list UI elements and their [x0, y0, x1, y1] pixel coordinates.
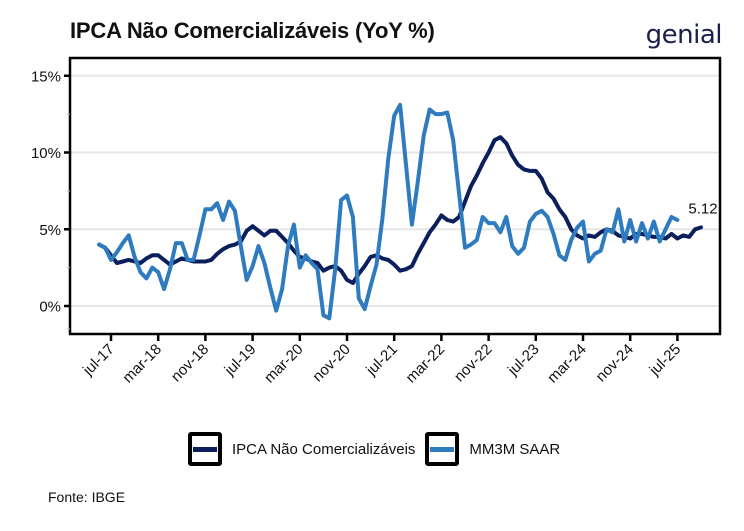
- x-tick-label: jul-21: [362, 341, 401, 380]
- last-value-label: 5.12: [688, 200, 717, 217]
- y-tick-label: 10%: [31, 145, 61, 162]
- x-tick-label: mar-24: [544, 341, 590, 387]
- legend-label: IPCA Não Comercializáveis: [232, 440, 416, 458]
- x-tick-label: mar-22: [403, 341, 449, 387]
- x-tick-label: mar-18: [119, 341, 165, 387]
- series-line-mm3m-saar: [97, 102, 680, 321]
- legend-swatch-dark: [193, 446, 217, 452]
- x-tick-label: jul-25: [646, 341, 685, 380]
- series-lines: [97, 102, 703, 321]
- x-tick-label: nov-18: [168, 341, 212, 385]
- legend: IPCA Não Comercializáveis MM3M SAAR: [188, 432, 570, 466]
- legend-key-dark: [188, 432, 222, 466]
- y-tick-label: 5%: [39, 222, 61, 239]
- x-tick-label: mar-20: [261, 341, 307, 387]
- genial-logo: genial: [645, 20, 723, 50]
- x-tick-label: jul-23: [504, 341, 543, 380]
- x-tick-label: nov-20: [309, 341, 353, 385]
- x-tick-label: jul-19: [221, 341, 260, 380]
- series-line-ipca-nao-comercializaveis: [97, 135, 703, 285]
- legend-item-mm3m-saar: MM3M SAAR: [425, 432, 560, 466]
- y-tick-label: 15%: [31, 68, 61, 85]
- plot-frame: [68, 56, 722, 336]
- x-tick-label: nov-24: [593, 341, 637, 385]
- source-note: Fonte: IBGE: [48, 489, 126, 505]
- legend-swatch-light: [430, 446, 455, 452]
- logo-text: genial: [645, 20, 723, 50]
- legend-key-light: [425, 432, 460, 466]
- legend-label: MM3M SAAR: [469, 440, 561, 458]
- x-tick-label: nov-22: [451, 341, 495, 385]
- chart-title: IPCA Não Comercializáveis (YoY %): [70, 18, 435, 43]
- x-axis: jul-17 mar-18 nov-18 jul-19 mar-20 nov-20 jul-…: [79, 334, 684, 386]
- annotations: 5.12: [688, 200, 717, 217]
- line-chart: 0%5%10%15% jul-17 mar-18 nov-18 jul-19 mar-2…: [31, 56, 722, 386]
- y-tick-label: 0%: [39, 299, 61, 316]
- legend-item-ipca-nao-comercializaveis: IPCA Não Comercializáveis: [188, 432, 415, 466]
- x-tick-label: jul-17: [79, 341, 118, 380]
- y-axis: 0% 5% 10% 15%: [31, 68, 70, 330]
